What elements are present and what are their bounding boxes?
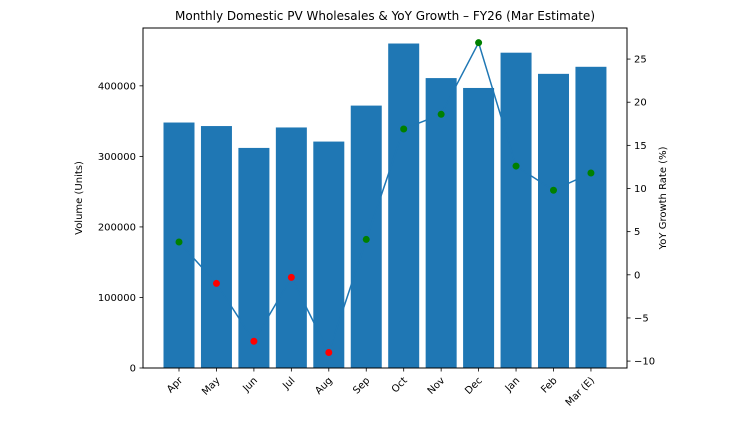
x-tick-label-dec: Dec — [463, 375, 484, 396]
x-tick-label-nov: Nov — [426, 375, 448, 397]
bar-nov — [425, 78, 457, 369]
x-tick-label-apr: Apr — [165, 375, 186, 396]
right-tick-label: 15 — [634, 141, 647, 152]
yoy-marker-aug — [325, 348, 333, 356]
x-tick-label-aug: Aug — [313, 375, 335, 397]
plot-border — [142, 27, 628, 369]
yoy-marker-oct — [400, 125, 408, 133]
right-tick-label: 25 — [634, 55, 647, 66]
yoy-marker-dec — [475, 39, 483, 47]
right-tick-label: 10 — [634, 184, 647, 195]
right-tick-label: −5 — [634, 313, 649, 324]
yoy-marker-jan — [512, 162, 520, 170]
yoy-marker-may — [212, 279, 220, 287]
x-tick-label-sep: Sep — [351, 375, 372, 396]
x-tick-label-may: May — [200, 375, 222, 397]
bar-aug — [313, 141, 345, 368]
chart-title: Monthly Domestic PV Wholesales & YoY Gro… — [175, 9, 595, 23]
right-axis-label: YoY Growth Rate (%) — [658, 146, 669, 250]
bar-jun — [238, 147, 270, 368]
x-tick-label-jul: Jul — [280, 375, 297, 392]
left-tick-label: 100000 — [98, 293, 136, 304]
left-tick-label: 400000 — [98, 81, 136, 92]
left-tick-label: 200000 — [98, 222, 136, 233]
yoy-marker-jul — [287, 273, 295, 281]
right-tick-label: −10 — [634, 357, 655, 368]
x-tick-label-oct: Oct — [390, 375, 410, 395]
yoy-marker-nov — [437, 110, 445, 118]
bar-oct — [388, 43, 420, 368]
bar-dec — [463, 87, 495, 369]
bar-mare — [575, 66, 607, 368]
x-tick-label-jun: Jun — [240, 375, 260, 395]
bar-jul — [275, 127, 307, 369]
right-tick-label: 5 — [634, 227, 640, 238]
bar-feb — [538, 73, 569, 369]
yoy-marker-apr — [175, 238, 183, 246]
yoy-marker-feb — [550, 186, 557, 194]
x-tick-label-jan: Jan — [503, 375, 522, 394]
bar-jan — [500, 52, 532, 369]
yoy-marker-mare — [587, 169, 595, 177]
right-tick-label: 20 — [634, 98, 647, 109]
left-axis-label: Volume (Units) — [74, 161, 85, 235]
left-tick-label: 300000 — [98, 152, 136, 163]
bar-may — [200, 126, 232, 368]
left-tick-label: 0 — [130, 364, 136, 375]
plot-area: 0 100000 200000 300000 400000 −10 −5 0 5 10 15 20 25… — [98, 27, 655, 409]
x-tick-label-feb: Feb — [539, 375, 559, 395]
yoy-marker-jun — [250, 337, 258, 345]
yoy-marker-sep — [362, 235, 370, 243]
yoy-growth-line — [178, 40, 592, 355]
x-tick-label-mare: Mar (E) — [564, 375, 597, 408]
right-tick-label: 0 — [634, 270, 640, 281]
